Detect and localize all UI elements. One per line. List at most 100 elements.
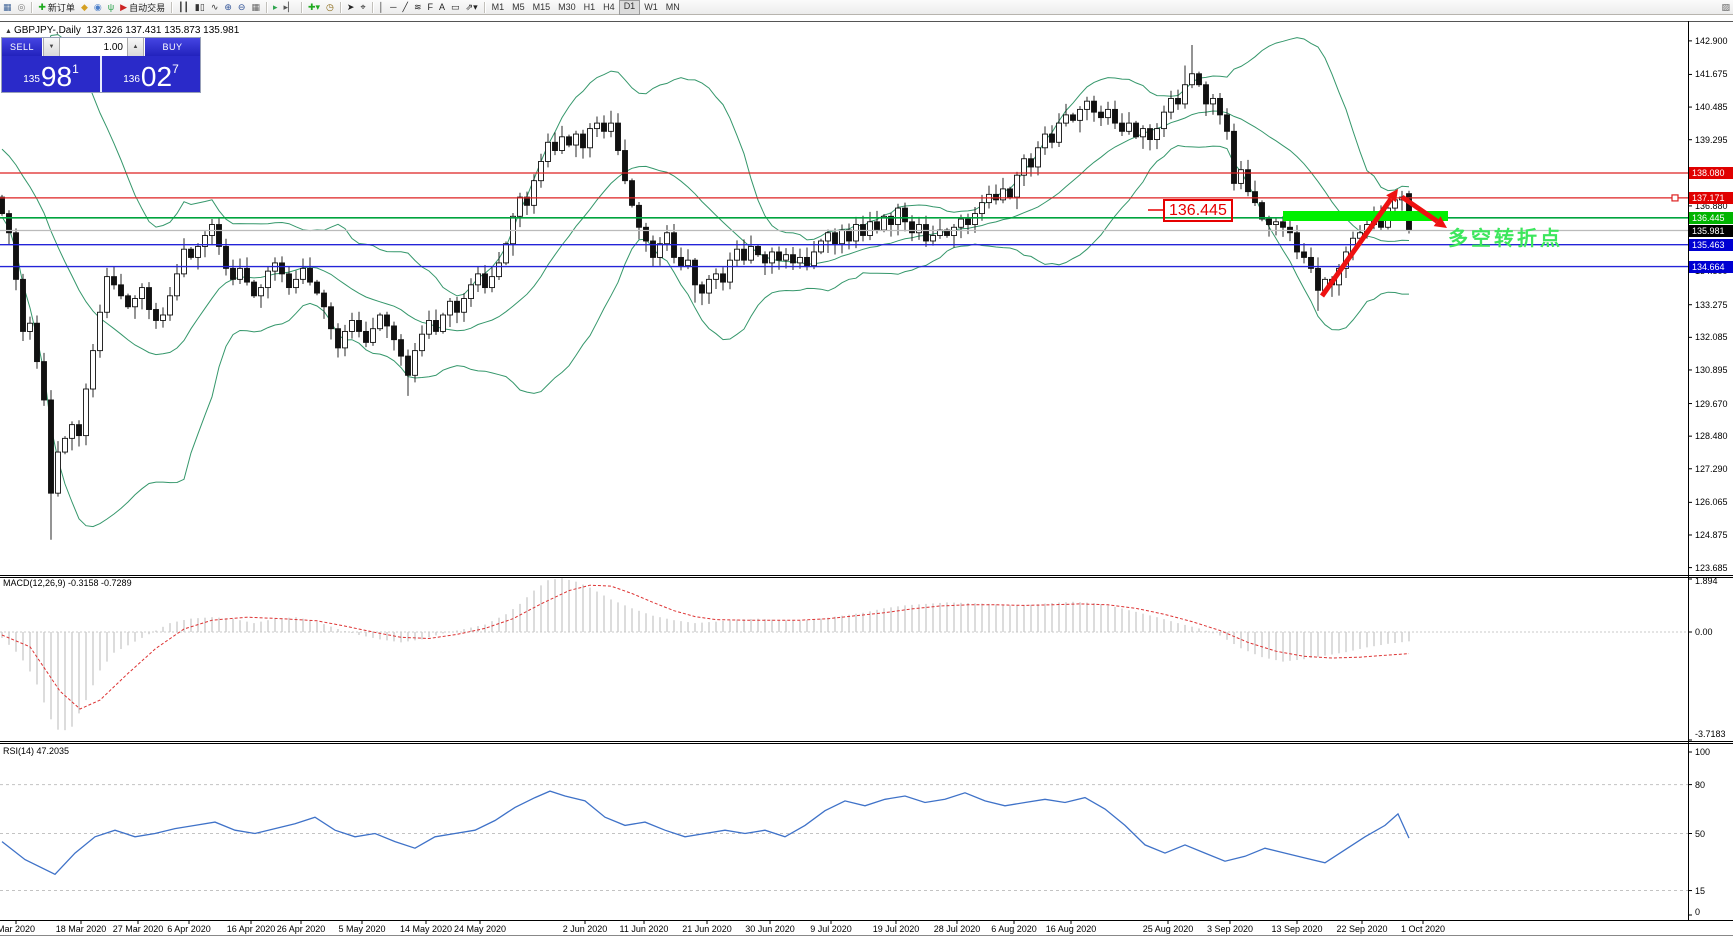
price-tick-label: 132.085 bbox=[1695, 332, 1728, 343]
cursor-icon-button[interactable]: ➤ bbox=[344, 1, 358, 14]
rsi-tick-label: 80 bbox=[1695, 779, 1706, 790]
rsi-tick-label: 100 bbox=[1695, 747, 1711, 757]
macd-indicator bbox=[0, 578, 1688, 731]
rsi-indicator bbox=[0, 784, 1688, 892]
arrows-tool-icon-button[interactable]: ⇗▾ bbox=[463, 1, 481, 14]
timeframe-button-h4[interactable]: H4 bbox=[603, 1, 615, 12]
date-axis-label: 27 Mar 2020 bbox=[112, 924, 164, 934]
annotation-text-cn[interactable]: 多空转折点 bbox=[1448, 228, 1563, 250]
price-tick-label: 139.295 bbox=[1695, 134, 1728, 145]
volume-input[interactable] bbox=[60, 38, 127, 56]
timeframe-button-m30[interactable]: M30 bbox=[558, 1, 576, 12]
new-order-button[interactable]: ✚ 新订单 bbox=[35, 1, 78, 14]
buy-button[interactable]: BUY bbox=[144, 38, 200, 56]
window-icon-right-button[interactable]: ▨ bbox=[1718, 1, 1733, 14]
timeframe-button-m15[interactable]: M15 bbox=[532, 1, 551, 12]
candlestick-type-icon-button[interactable]: ▮▯ bbox=[192, 1, 208, 14]
support-zone-bar[interactable] bbox=[1283, 211, 1448, 221]
timeframe-button-w1[interactable]: W1 bbox=[644, 1, 658, 12]
panel-borders bbox=[0, 21, 1733, 936]
buy-price[interactable]: 136 02 7 bbox=[100, 56, 200, 92]
date-axis-label: 1 Oct 2020 bbox=[1400, 924, 1446, 934]
signal-icon: ψ bbox=[107, 1, 115, 12]
crosshair-icon-button[interactable]: ⌖ bbox=[357, 1, 368, 14]
zoom-in-icon: ⊕ bbox=[224, 1, 232, 12]
macd-tick-label: 0.00 bbox=[1695, 627, 1713, 637]
horizontal-line-icon-button[interactable]: ─ bbox=[387, 1, 399, 14]
zoom-out-icon-button[interactable]: ⊖ bbox=[235, 1, 249, 14]
timeframe-button-m5[interactable]: M5 bbox=[512, 1, 525, 12]
price-tick-label: 126.065 bbox=[1695, 497, 1728, 508]
toolbar-separator bbox=[339, 1, 341, 13]
date-axis-label: 22 Sep 2020 bbox=[1336, 924, 1388, 934]
preview-icon-button[interactable]: ◎ bbox=[15, 1, 29, 14]
toolbar-separator bbox=[31, 1, 33, 13]
signal-icon-button[interactable]: ψ bbox=[105, 1, 117, 14]
community-icon-button[interactable]: ◉ bbox=[91, 1, 105, 14]
price-badge-current[interactable]: 135.981 bbox=[1689, 224, 1733, 237]
community-icon: ◉ bbox=[93, 1, 102, 12]
price-tick-label: 133.275 bbox=[1695, 299, 1728, 310]
auto-scroll-icon-button[interactable]: ▸ bbox=[270, 1, 281, 14]
main-toolbar: ▦ ◎ ✚ 新订单 ◆ ◉ ψ ▶ 自动交易 ┃┃ ▮▯ ∿ ⊕ ⊖ ▦ ▸ ▸▏ ✚▾ ◷ ➤ ⌖ │ ─ ╱ ≋ F A ▭ ⇗▾ M… bbox=[0, 0, 1733, 15]
chart-shift-icon-button[interactable]: ▸▏ bbox=[281, 1, 298, 14]
sell-button[interactable]: SELL bbox=[2, 38, 43, 56]
chart-window[interactable]: ▲ GBPJPY-,Daily 137.326 137.431 135.873 1… bbox=[0, 21, 1733, 936]
macd-signal-line bbox=[1, 584, 1410, 710]
zoom-in-icon-button[interactable]: ⊕ bbox=[221, 1, 235, 14]
price-badge-135463[interactable]: 135.463 bbox=[1689, 238, 1733, 251]
date-axis-label: 30 Jun 2020 bbox=[745, 924, 795, 934]
date-axis-label: 9 Jul 2020 bbox=[810, 924, 852, 934]
chart-shift-icon: ▸▏ bbox=[283, 1, 295, 12]
volume-increase-button[interactable]: ▲ bbox=[127, 38, 144, 56]
timeframe-button-mn[interactable]: MN bbox=[665, 1, 680, 12]
add-indicator-icon-button[interactable]: ✚▾ bbox=[305, 1, 323, 14]
trend-up-arrow[interactable] bbox=[1319, 197, 1394, 298]
text-icon-button[interactable]: A bbox=[436, 1, 448, 14]
price-badge-137171[interactable]: 137.171 bbox=[1689, 191, 1733, 204]
price-badge-136445[interactable]: 136.445 bbox=[1689, 211, 1733, 224]
bar-chart-type-icon: ┃┃ bbox=[178, 1, 189, 12]
tile-windows-icon-button[interactable]: ▦ bbox=[248, 1, 263, 14]
line-chart-type-icon-button[interactable]: ∿ bbox=[208, 1, 222, 14]
trendline-icon-button[interactable]: ╱ bbox=[400, 1, 411, 14]
bar-chart-type-icon-button[interactable]: ┃┃ bbox=[175, 1, 192, 14]
new-order-button: ✚ bbox=[38, 1, 46, 12]
history-center-icon-button[interactable]: ◆ bbox=[78, 1, 91, 14]
date-axis-label: 14 May 2020 bbox=[399, 924, 453, 934]
timeframe-button-m1[interactable]: M1 bbox=[491, 1, 505, 12]
date-axis-label: 11 Jun 2020 bbox=[619, 924, 669, 934]
chart-canvas[interactable] bbox=[0, 21, 1733, 937]
text-label-icon-button[interactable]: ▭ bbox=[448, 1, 463, 14]
date-axis-label: Mar 2020 bbox=[0, 924, 36, 934]
date-axis-label: 13 Sep 2020 bbox=[1271, 924, 1323, 934]
trendline-icon: ╱ bbox=[402, 1, 408, 12]
fibonacci-icon-button[interactable]: F bbox=[425, 1, 437, 14]
autotrading-button: ▶ bbox=[120, 1, 128, 12]
rsi-tick-label: 50 bbox=[1695, 828, 1706, 839]
text-label-icon: ▭ bbox=[451, 1, 460, 12]
price-badge-134664[interactable]: 134.664 bbox=[1689, 260, 1733, 273]
rsi-line bbox=[1, 790, 1410, 876]
timeframe-button-d1[interactable]: D1 bbox=[618, 0, 641, 15]
text-icon: A bbox=[439, 1, 446, 12]
date-axis-label: 6 Aug 2020 bbox=[991, 924, 1037, 934]
chart-annotations bbox=[1148, 189, 1448, 298]
volume-decrease-button[interactable]: ▼ bbox=[43, 38, 60, 56]
timeframe-button-h1[interactable]: H1 bbox=[583, 1, 596, 12]
price-tick-label: 140.485 bbox=[1695, 102, 1728, 113]
sell-price[interactable]: 135 98 1 bbox=[23, 61, 79, 92]
price-level-callout[interactable]: 136.445 bbox=[1163, 199, 1233, 222]
equidistant-channel-icon-button[interactable]: ≋ bbox=[411, 1, 425, 14]
line-handle[interactable] bbox=[1671, 194, 1679, 202]
chart-window-icon-button[interactable]: ▦ bbox=[0, 1, 15, 14]
autotrading-button[interactable]: ▶ 自动交易 bbox=[117, 1, 168, 14]
price-badge-138080[interactable]: 138.080 bbox=[1689, 167, 1733, 179]
autotrading-button-label: 自动交易 bbox=[129, 2, 166, 13]
preview-icon: ◎ bbox=[17, 1, 26, 12]
reversal-down-arrow[interactable] bbox=[1400, 194, 1439, 224]
add-indicator-icon: ✚▾ bbox=[307, 1, 321, 12]
vertical-line-icon-button[interactable]: │ bbox=[376, 1, 388, 14]
period-icon-button[interactable]: ◷ bbox=[323, 1, 337, 14]
price-tick-label: 127.290 bbox=[1695, 463, 1728, 474]
